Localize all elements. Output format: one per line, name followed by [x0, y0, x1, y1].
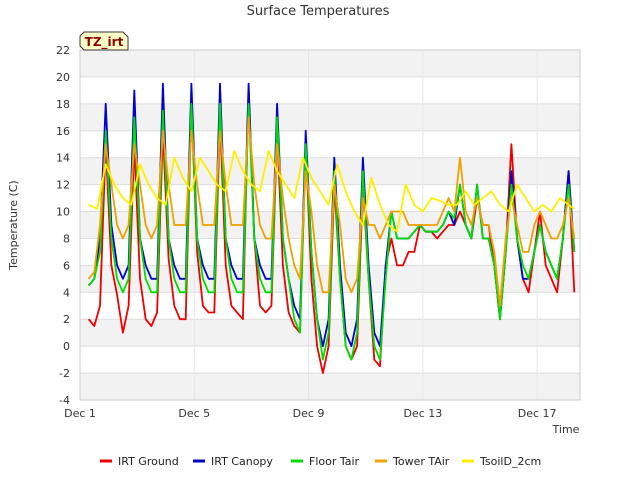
y-tick-label: 22	[56, 44, 70, 57]
x-axis-title: Time	[552, 423, 580, 436]
y-tick-label: 20	[56, 71, 70, 84]
grid-band	[80, 103, 580, 131]
y-tick-label: 12	[56, 179, 70, 192]
y-tick-label: -2	[59, 367, 70, 380]
y-axis-title: Temperature (C)	[7, 180, 20, 270]
x-tick-labels: Dec 1 Dec 5 Dec 9 Dec 13 Dec 17	[64, 407, 556, 420]
grid-band	[80, 373, 580, 400]
series-line-tower-tair	[87, 116, 576, 307]
x-tick-label: Dec 5	[178, 407, 210, 420]
badge-shape	[79, 31, 129, 51]
series-lines	[87, 82, 576, 375]
y-tick-label: 10	[56, 206, 70, 219]
y-tick-label: 6	[63, 259, 70, 272]
chart-title: Surface Temperatures	[247, 4, 390, 19]
x-tick-label: Dec 9	[293, 407, 325, 420]
y-tick-label: 14	[56, 152, 70, 165]
y-tick-label: 0	[63, 340, 70, 353]
x-tick-label: Dec 13	[403, 407, 442, 420]
grid-band	[80, 50, 580, 77]
legend-label-tower-tair: Tower TAir	[392, 455, 450, 468]
grid-band	[80, 157, 580, 185]
x-tick-label: Dec 1	[64, 407, 96, 420]
series-line-tsoild-2cm	[88, 150, 575, 233]
x-tick-label: Dec 17	[518, 407, 557, 420]
y-tick-label: -4	[59, 394, 70, 407]
legend: IRT Ground IRT Canopy Floor Tair Tower TAir…	[100, 455, 541, 468]
grid-band	[80, 211, 580, 239]
y-tick-label: 16	[56, 125, 70, 138]
plot-area	[79, 49, 581, 401]
y-tick-label: 8	[63, 232, 70, 245]
legend-label-irt-ground: IRT Ground	[118, 455, 179, 468]
legend-label-tsoild-2cm: TsoilD_2cm	[479, 455, 541, 468]
y-tick-label: 4	[63, 286, 70, 299]
badge-label: TZ_irt	[85, 35, 124, 50]
y-tick-labels: -4 -2 0 2 4 6 8 10 12 14 16 18 20 22	[56, 44, 70, 407]
y-tick-label: 18	[56, 98, 70, 111]
legend-label-irt-canopy: IRT Canopy	[211, 455, 273, 468]
site-badge: TZ_irt	[79, 31, 129, 51]
legend-label-floor-tair: Floor Tair	[309, 455, 360, 468]
y-tick-label: 2	[63, 313, 70, 326]
